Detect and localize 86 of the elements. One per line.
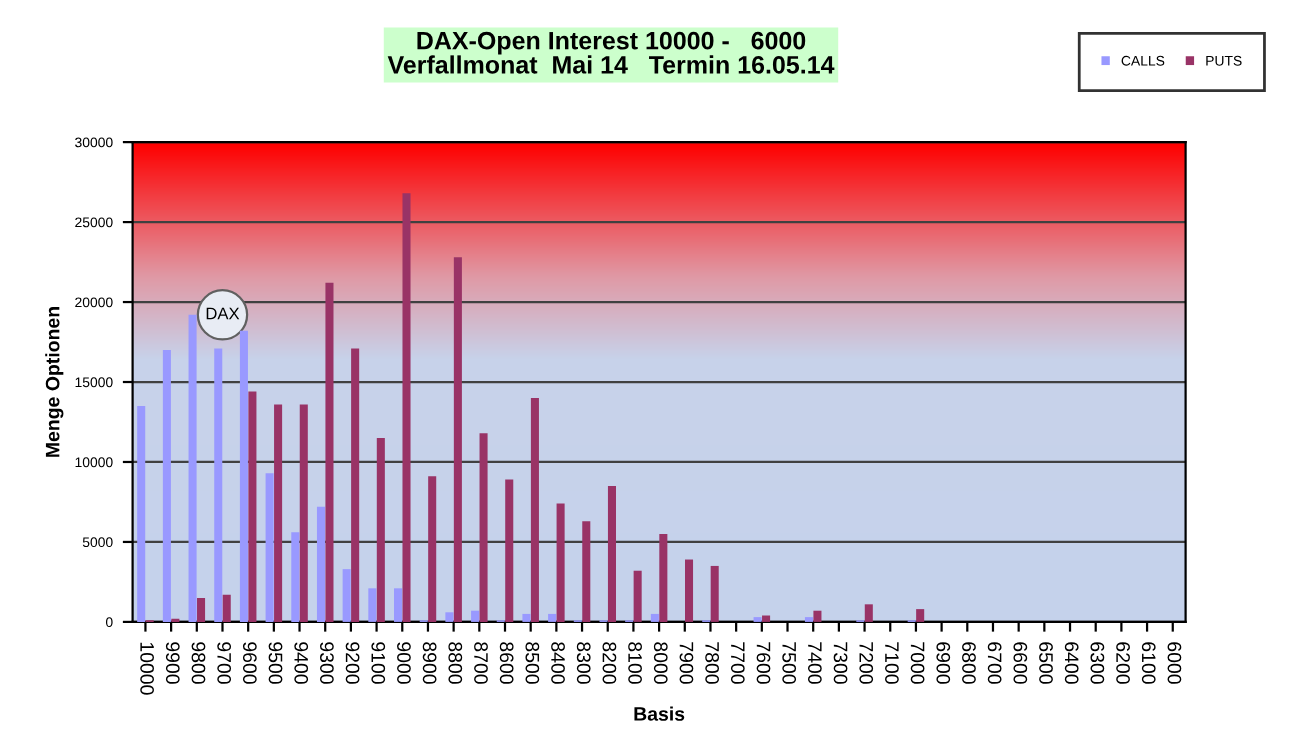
- x-tick-label: 8000: [653, 642, 668, 684]
- x-tick-label: 6000: [1167, 642, 1182, 684]
- x-tick-label: 8400: [551, 642, 565, 684]
- bar: [376, 437, 385, 622]
- x-tick-label: 7800: [705, 642, 720, 684]
- bar: [710, 565, 719, 622]
- x-tick-label: 8900: [422, 642, 437, 684]
- bar: [633, 570, 642, 622]
- x-tick-label: 7100: [885, 642, 899, 684]
- x-tick-label: 9300: [320, 642, 334, 684]
- bar: [582, 521, 591, 622]
- annotation: DAX: [206, 307, 240, 320]
- x-tick-label: 8300: [576, 642, 591, 684]
- bar: [659, 533, 668, 622]
- x-tick-label: 6200: [1116, 642, 1130, 684]
- x-tick-label: 9100: [371, 642, 386, 684]
- x-tick-label: 9000: [397, 642, 411, 684]
- bar: [471, 610, 480, 622]
- bar: [479, 433, 488, 622]
- x-tick-label: 8100: [628, 642, 642, 684]
- x-tick-label: 6500: [1039, 642, 1053, 684]
- bar: [530, 398, 539, 622]
- bar: [556, 503, 565, 622]
- x-tick-label: 8500: [525, 642, 540, 684]
- bar: [607, 485, 616, 622]
- x-tick-label: 6300: [1090, 642, 1105, 684]
- bar: [299, 404, 308, 622]
- bar: [291, 532, 300, 622]
- bar: [864, 604, 873, 622]
- bar: [368, 588, 377, 622]
- x-tick-label: 9700: [217, 642, 232, 684]
- bar: [445, 612, 454, 622]
- x-tick-label: 7300: [833, 642, 848, 684]
- x-tick-label: 8800: [448, 642, 463, 684]
- bar: [316, 506, 326, 622]
- x-axis-title: Basis: [634, 706, 685, 721]
- bar: [813, 610, 822, 622]
- bar: [453, 257, 462, 622]
- bar: [428, 476, 437, 622]
- bar: [762, 615, 771, 622]
- y-axis-title: Menge Optionen: [45, 307, 64, 457]
- bar: [197, 597, 206, 622]
- bar: [137, 406, 146, 622]
- bar: [222, 594, 231, 622]
- bar: [248, 391, 257, 622]
- bar: [188, 314, 197, 622]
- bar: [916, 609, 925, 622]
- bar: [214, 348, 223, 622]
- x-tick-label: 9900: [165, 642, 180, 684]
- bar: [402, 193, 411, 622]
- x-tick-label: 10000: [140, 642, 154, 695]
- x-tick-label: 7900: [679, 642, 694, 684]
- x-tick-label: 7600: [756, 642, 771, 684]
- x-tick-label: 6900: [936, 642, 951, 684]
- x-tick-label: 9200: [345, 642, 360, 684]
- x-tick-label: 9500: [268, 642, 283, 684]
- x-tick-label: 8600: [499, 642, 514, 684]
- bar: [239, 330, 248, 622]
- x-tick-label: 6700: [987, 642, 1002, 684]
- x-tick-label: 9600: [242, 642, 257, 684]
- bar: [342, 569, 351, 622]
- x-tick-label: 7500: [782, 642, 797, 684]
- bar: [274, 404, 283, 622]
- bar: [162, 350, 171, 622]
- x-tick-label: 7700: [730, 642, 745, 684]
- bar: [265, 473, 274, 622]
- bar: [325, 282, 334, 622]
- bar: [505, 479, 514, 622]
- x-tick-label: 8200: [602, 642, 617, 684]
- bar: [650, 613, 659, 622]
- bar: [684, 559, 694, 622]
- bar: [351, 348, 360, 622]
- bar: [522, 613, 531, 622]
- chart-title: DAX-Open Interest 10000 - 6000 Verfallmonat Mai 14 Termin 16.05.14: [387, 31, 835, 74]
- x-tick-label: 6400: [1064, 642, 1079, 684]
- x-tick-label: 9800: [191, 642, 206, 684]
- x-tick-label: 7000: [910, 642, 925, 684]
- x-tick-label: 7200: [859, 642, 874, 684]
- bar: [394, 588, 403, 622]
- x-tick-label: 6600: [1013, 642, 1028, 684]
- x-tick-label: 7400: [807, 642, 822, 684]
- x-tick-label: 6800: [962, 642, 976, 684]
- bar: [548, 613, 557, 622]
- x-tick-label: 8700: [474, 642, 488, 684]
- x-tick-label: 6100: [1141, 642, 1156, 684]
- x-tick-label: 9400: [294, 642, 309, 684]
